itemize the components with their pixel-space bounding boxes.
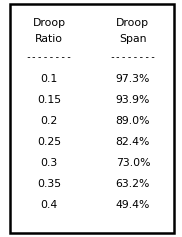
- Text: 0.25: 0.25: [37, 137, 61, 147]
- Text: 0.35: 0.35: [37, 179, 61, 189]
- Text: --------: --------: [109, 52, 156, 62]
- Text: 89.0%: 89.0%: [116, 116, 150, 126]
- Text: Droop: Droop: [33, 18, 66, 27]
- Text: 49.4%: 49.4%: [116, 200, 150, 210]
- Text: 0.2: 0.2: [41, 116, 58, 126]
- Text: 82.4%: 82.4%: [116, 137, 150, 147]
- Text: 93.9%: 93.9%: [116, 95, 150, 105]
- Text: 0.3: 0.3: [41, 158, 58, 168]
- Text: Droop: Droop: [116, 18, 149, 27]
- FancyBboxPatch shape: [10, 4, 174, 233]
- Text: 0.15: 0.15: [37, 95, 61, 105]
- Text: 0.4: 0.4: [41, 200, 58, 210]
- Text: 97.3%: 97.3%: [116, 74, 150, 84]
- Text: 73.0%: 73.0%: [116, 158, 150, 168]
- Text: 63.2%: 63.2%: [116, 179, 150, 189]
- Text: Ratio: Ratio: [35, 34, 63, 44]
- Text: --------: --------: [26, 52, 73, 62]
- Text: Span: Span: [119, 34, 147, 44]
- Text: 0.1: 0.1: [41, 74, 58, 84]
